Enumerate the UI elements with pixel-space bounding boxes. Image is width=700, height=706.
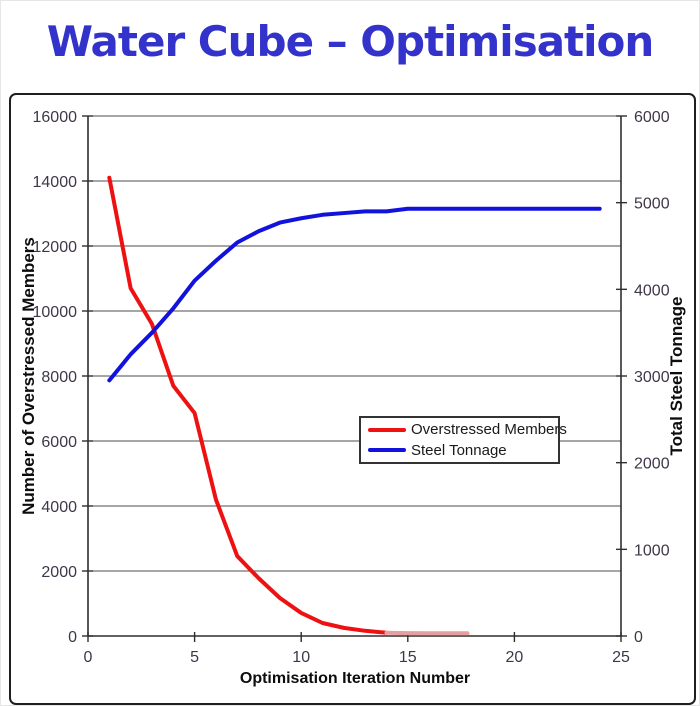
legend-entry-overstressed-members: Overstressed Members xyxy=(368,421,567,438)
y-left-tick-label-12000: 12000 xyxy=(33,239,78,256)
y-right-tick-label-0: 0 xyxy=(634,629,643,646)
x-tick-label-15: 15 xyxy=(399,649,417,666)
y-right-tick-label-3000: 3000 xyxy=(634,369,670,386)
y-axis-left-title: Number of Overstressed Members xyxy=(19,237,38,515)
y-left-tick-label-6000: 6000 xyxy=(41,434,77,451)
y-left-tick-label-4000: 4000 xyxy=(41,499,77,516)
x-tick-label-20: 20 xyxy=(506,649,524,666)
legend-line-sample-blue xyxy=(368,448,406,453)
x-tick-label-0: 0 xyxy=(84,649,93,666)
chart-container: 0 2000 4000 6000 8000 10000 12000 14000 16000 0 10… xyxy=(9,93,696,705)
y-axis-right-title: Total Steel Tonnage xyxy=(667,296,686,456)
legend-label-overstressed-members: Overstressed Members xyxy=(411,421,567,439)
page-title: Water Cube – Optimisation xyxy=(46,17,655,66)
x-tick-label-25: 25 xyxy=(612,649,630,666)
y-right-tick-label-5000: 5000 xyxy=(634,196,670,213)
chart-legend: Overstressed Members Steel Tonnage xyxy=(359,416,567,464)
series-overstressed-members xyxy=(107,175,389,635)
x-axis-title: Optimisation Iteration Number xyxy=(239,670,471,687)
x-tick-label-5: 5 xyxy=(190,649,199,666)
line-chart-plot-area: 0200040006000800010000120001400016000010… xyxy=(33,109,670,666)
legend-entry-steel-tonnage: Steel Tonnage xyxy=(368,442,558,459)
y-right-tick-label-6000: 6000 xyxy=(634,109,670,126)
x-tick-label-10: 10 xyxy=(292,649,310,666)
y-left-tick-label-10000: 10000 xyxy=(33,304,78,321)
y-left-tick-label-2000: 2000 xyxy=(41,564,77,581)
y-right-tick-label-1000: 1000 xyxy=(634,542,670,559)
y-left-tick-label-0: 0 xyxy=(68,629,77,646)
series-steel-tonnage xyxy=(107,206,602,383)
y-right-tick-label-4000: 4000 xyxy=(634,282,670,299)
legend-line-sample-red xyxy=(368,427,406,432)
y-left-tick-label-8000: 8000 xyxy=(41,369,77,386)
y-right-tick-label-2000: 2000 xyxy=(634,456,670,473)
legend-label-steel-tonnage: Steel Tonnage xyxy=(411,441,507,459)
y-left-tick-label-16000: 16000 xyxy=(33,109,78,126)
y-left-tick-label-14000: 14000 xyxy=(33,174,78,191)
